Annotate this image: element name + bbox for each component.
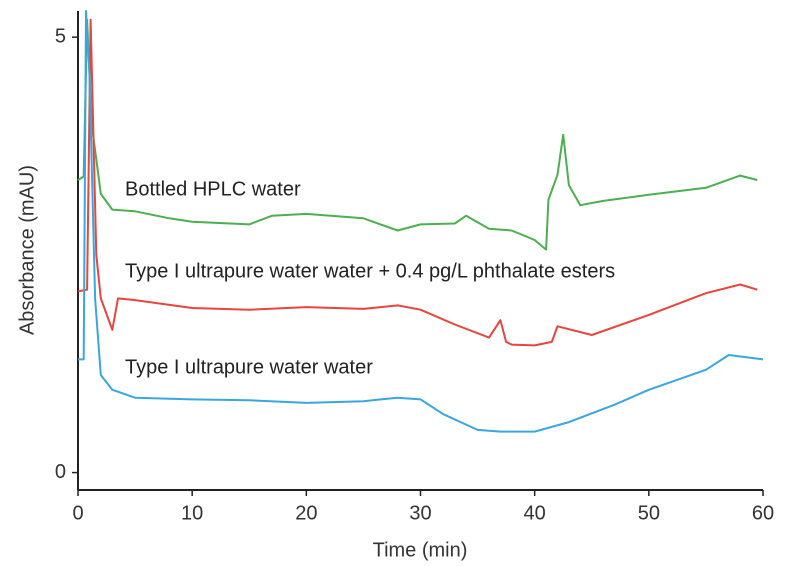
x-axis-title: Time (min) (373, 539, 468, 561)
y-axis-title: Absorbance (mAU) (16, 165, 38, 335)
series-label: Bottled HPLC water (125, 178, 301, 200)
x-tick-label: 10 (181, 502, 203, 524)
y-tick-label: 5 (55, 25, 66, 47)
x-tick-label: 0 (72, 502, 83, 524)
x-tick-label: 30 (409, 502, 431, 524)
y-tick-label: 0 (55, 461, 66, 483)
series-label: Type I ultrapure water water + 0.4 pg/L … (125, 260, 615, 282)
line-series (77, 18, 758, 251)
x-tick-label: 60 (752, 502, 774, 524)
line-series (78, 10, 764, 433)
x-tick-label: 20 (295, 502, 317, 524)
series-label: Type I ultrapure water water (125, 356, 373, 378)
x-tick-label: 40 (524, 502, 546, 524)
x-tick-label: 50 (638, 502, 660, 524)
line-series (77, 18, 758, 347)
